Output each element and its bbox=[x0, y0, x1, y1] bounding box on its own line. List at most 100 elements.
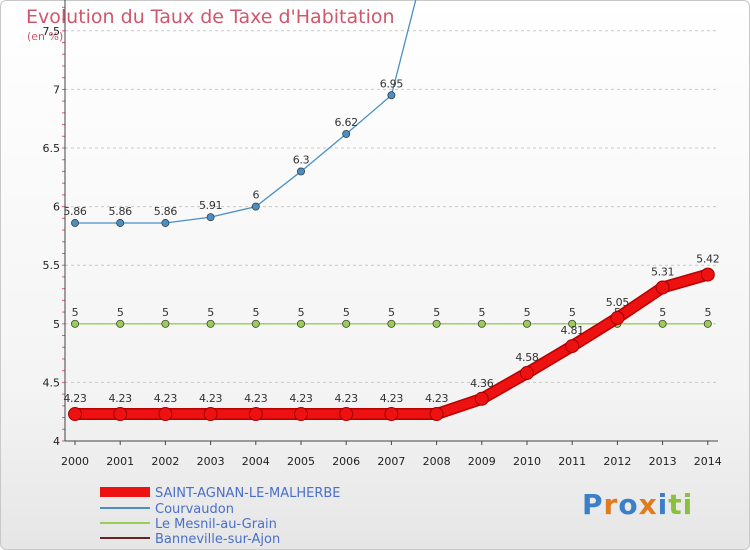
x-tick-label: 2001 bbox=[106, 455, 134, 468]
data-label: 5 bbox=[659, 306, 666, 319]
data-label: 4.23 bbox=[380, 392, 404, 405]
data-point bbox=[703, 319, 712, 328]
y-tick-label: 7.5 bbox=[43, 25, 61, 38]
y-tick-label: 4 bbox=[53, 435, 60, 448]
data-point bbox=[342, 129, 351, 138]
data-label: 6 bbox=[252, 189, 259, 202]
data-point bbox=[387, 319, 396, 328]
data-point bbox=[297, 319, 305, 328]
data-label: 5.31 bbox=[651, 265, 674, 278]
data-label: 5 bbox=[343, 306, 350, 319]
logo-letter: t bbox=[668, 488, 683, 521]
legend-label: Courvaudon bbox=[155, 502, 234, 517]
data-point bbox=[116, 319, 125, 328]
data-label: 5 bbox=[162, 306, 169, 319]
data-point bbox=[658, 319, 667, 328]
legend-label: Le Mesnil-au-Grain bbox=[155, 517, 277, 532]
data-label: 5 bbox=[117, 306, 124, 319]
data-label: 5.05 bbox=[606, 296, 630, 309]
x-tick-label: 2008 bbox=[423, 455, 451, 468]
data-label: 4.23 bbox=[425, 392, 449, 405]
data-point bbox=[251, 319, 260, 328]
data-label: 5 bbox=[433, 306, 440, 319]
data-label: 5.86 bbox=[154, 205, 178, 218]
data-point bbox=[339, 407, 354, 422]
data-label: 5 bbox=[524, 306, 531, 319]
logo-letter: i bbox=[657, 488, 669, 521]
y-tick-label: 6.5 bbox=[43, 142, 61, 155]
data-point bbox=[206, 213, 215, 222]
data-label: 5 bbox=[298, 306, 305, 319]
data-point bbox=[248, 407, 263, 422]
data-label: 5 bbox=[207, 306, 214, 319]
data-label: 5.86 bbox=[63, 205, 87, 218]
logo-letter: i bbox=[682, 488, 694, 521]
x-tick-label: 2011 bbox=[558, 455, 586, 468]
data-point bbox=[568, 319, 577, 328]
data-point bbox=[384, 407, 399, 422]
data-point bbox=[297, 167, 305, 176]
chart-subtitle: (en %) bbox=[27, 30, 64, 43]
data-point bbox=[161, 219, 170, 227]
data-label: 4.23 bbox=[154, 392, 178, 405]
data-label: 4.23 bbox=[244, 392, 268, 405]
data-label: 5 bbox=[72, 306, 79, 319]
x-tick-label: 2012 bbox=[603, 455, 631, 468]
y-tick-label: 7 bbox=[53, 83, 60, 96]
data-point bbox=[251, 202, 260, 211]
x-tick-label: 2007 bbox=[377, 455, 405, 468]
x-tick-label: 2005 bbox=[287, 455, 315, 468]
logo-letter: P bbox=[582, 488, 604, 521]
data-point bbox=[206, 319, 215, 328]
data-point bbox=[203, 407, 218, 422]
data-point bbox=[432, 319, 441, 328]
data-point bbox=[523, 319, 531, 328]
x-tick-label: 2003 bbox=[197, 455, 225, 468]
data-label: 6.62 bbox=[335, 116, 358, 129]
data-point bbox=[477, 319, 486, 328]
x-tick-label: 2013 bbox=[649, 455, 677, 468]
data-label: 6.95 bbox=[380, 77, 404, 90]
data-label: 4.23 bbox=[199, 392, 223, 405]
data-point bbox=[161, 319, 170, 328]
data-point bbox=[294, 407, 308, 422]
legend-label: Banneville-sur-Ajon bbox=[155, 532, 280, 547]
x-tick-label: 2009 bbox=[468, 455, 496, 468]
proxiti-logo: Proxiti bbox=[582, 488, 693, 521]
chart-title: Evolution du Taux de Taxe d'Habitation bbox=[26, 6, 395, 28]
data-label: 4.81 bbox=[561, 324, 584, 337]
x-tick-label: 2004 bbox=[242, 455, 270, 468]
data-point bbox=[113, 407, 128, 422]
data-label: 4.23 bbox=[63, 392, 87, 405]
data-label: 4.36 bbox=[470, 377, 494, 390]
data-point bbox=[655, 280, 670, 295]
data-point bbox=[610, 310, 625, 325]
data-label: 5.42 bbox=[696, 253, 719, 266]
data-point bbox=[342, 319, 351, 328]
x-tick-label: 2010 bbox=[513, 455, 541, 468]
data-point bbox=[565, 339, 580, 354]
y-tick-label: 4.5 bbox=[43, 376, 61, 389]
data-point bbox=[700, 267, 715, 282]
data-label: 5 bbox=[478, 306, 485, 319]
data-label: 5 bbox=[252, 306, 259, 319]
data-point bbox=[116, 219, 125, 227]
data-point bbox=[71, 319, 79, 328]
data-point bbox=[429, 407, 444, 422]
data-label: 4.23 bbox=[335, 392, 359, 405]
y-tick-label: 5.5 bbox=[43, 259, 61, 272]
logo-letter: o bbox=[618, 488, 639, 521]
data-label: 5.91 bbox=[199, 199, 222, 212]
logo-letter: x bbox=[638, 488, 658, 521]
data-label: 5 bbox=[569, 306, 576, 319]
data-label: 4.23 bbox=[289, 392, 313, 405]
data-label: 4.23 bbox=[109, 392, 133, 405]
x-tick-label: 2000 bbox=[61, 455, 89, 468]
data-label: 4.58 bbox=[515, 351, 539, 364]
data-label: 5 bbox=[704, 306, 711, 319]
data-point bbox=[71, 219, 79, 227]
data-label: 5.86 bbox=[109, 205, 133, 218]
x-tick-label: 2014 bbox=[694, 455, 722, 468]
